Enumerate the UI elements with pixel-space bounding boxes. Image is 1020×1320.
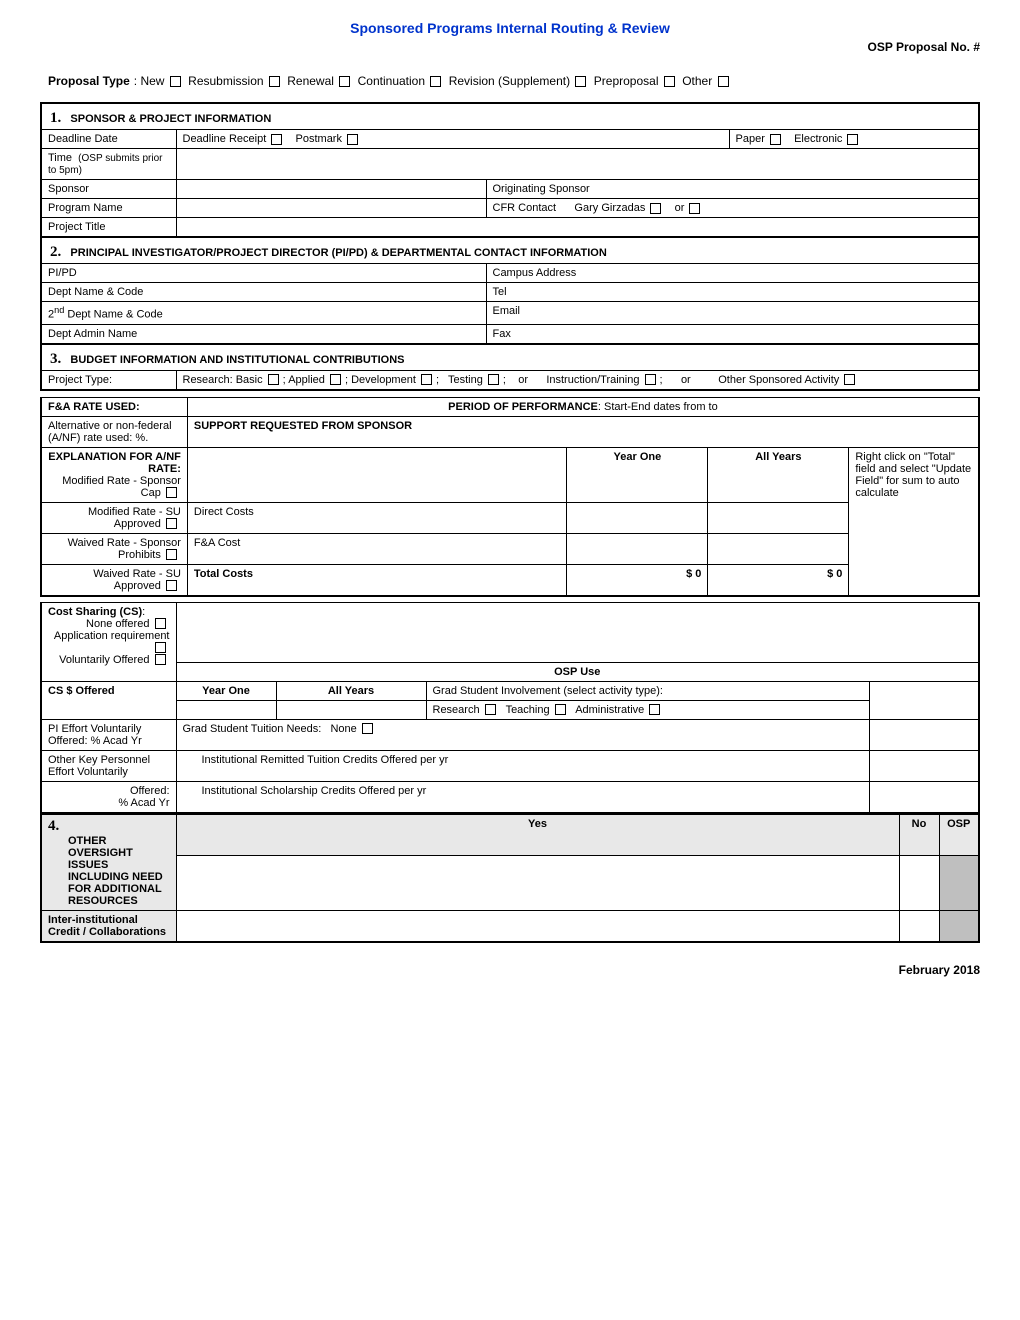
new-checkbox[interactable]: [170, 76, 181, 87]
footer-date: February 2018: [40, 963, 980, 977]
research-checkbox[interactable]: [485, 704, 496, 715]
resubmission-checkbox[interactable]: [269, 76, 280, 87]
deadline-date-label: Deadline Date: [41, 130, 176, 149]
paper-checkbox[interactable]: [770, 134, 781, 145]
sponsor-cap-checkbox[interactable]: [166, 487, 177, 498]
applied-checkbox[interactable]: [330, 374, 341, 385]
osp-proposal-no: OSP Proposal No. #: [40, 40, 980, 54]
proposal-type-row: Proposal Type: New Resubmission Renewal …: [40, 74, 980, 88]
instruction-checkbox[interactable]: [645, 374, 656, 385]
tuition-none-checkbox[interactable]: [362, 723, 373, 734]
app-req-checkbox[interactable]: [155, 642, 166, 653]
electronic-checkbox[interactable]: [847, 134, 858, 145]
development-checkbox[interactable]: [421, 374, 432, 385]
waived-sponsor-checkbox[interactable]: [166, 549, 177, 560]
teaching-checkbox[interactable]: [555, 704, 566, 715]
cfr-contact-checkbox[interactable]: [650, 203, 661, 214]
continuation-checkbox[interactable]: [430, 76, 441, 87]
vol-offered-checkbox[interactable]: [155, 654, 166, 665]
none-offered-checkbox[interactable]: [155, 618, 166, 629]
basic-checkbox[interactable]: [268, 374, 279, 385]
waived-su-checkbox[interactable]: [166, 580, 177, 591]
deadline-receipt-checkbox[interactable]: [271, 134, 282, 145]
preproposal-checkbox[interactable]: [664, 76, 675, 87]
admin-checkbox[interactable]: [649, 704, 660, 715]
testing-checkbox[interactable]: [488, 374, 499, 385]
revision-checkbox[interactable]: [575, 76, 586, 87]
renewal-checkbox[interactable]: [339, 76, 350, 87]
postmark-checkbox[interactable]: [347, 134, 358, 145]
other-checkbox[interactable]: [718, 76, 729, 87]
section1-table: 1. SPONSOR & PROJECT INFORMATION Deadlin…: [40, 102, 980, 238]
page-title: Sponsored Programs Internal Routing & Re…: [40, 20, 980, 36]
cfr-or-checkbox[interactable]: [689, 203, 700, 214]
mod-su-checkbox[interactable]: [166, 518, 177, 529]
other-activity-checkbox[interactable]: [844, 374, 855, 385]
